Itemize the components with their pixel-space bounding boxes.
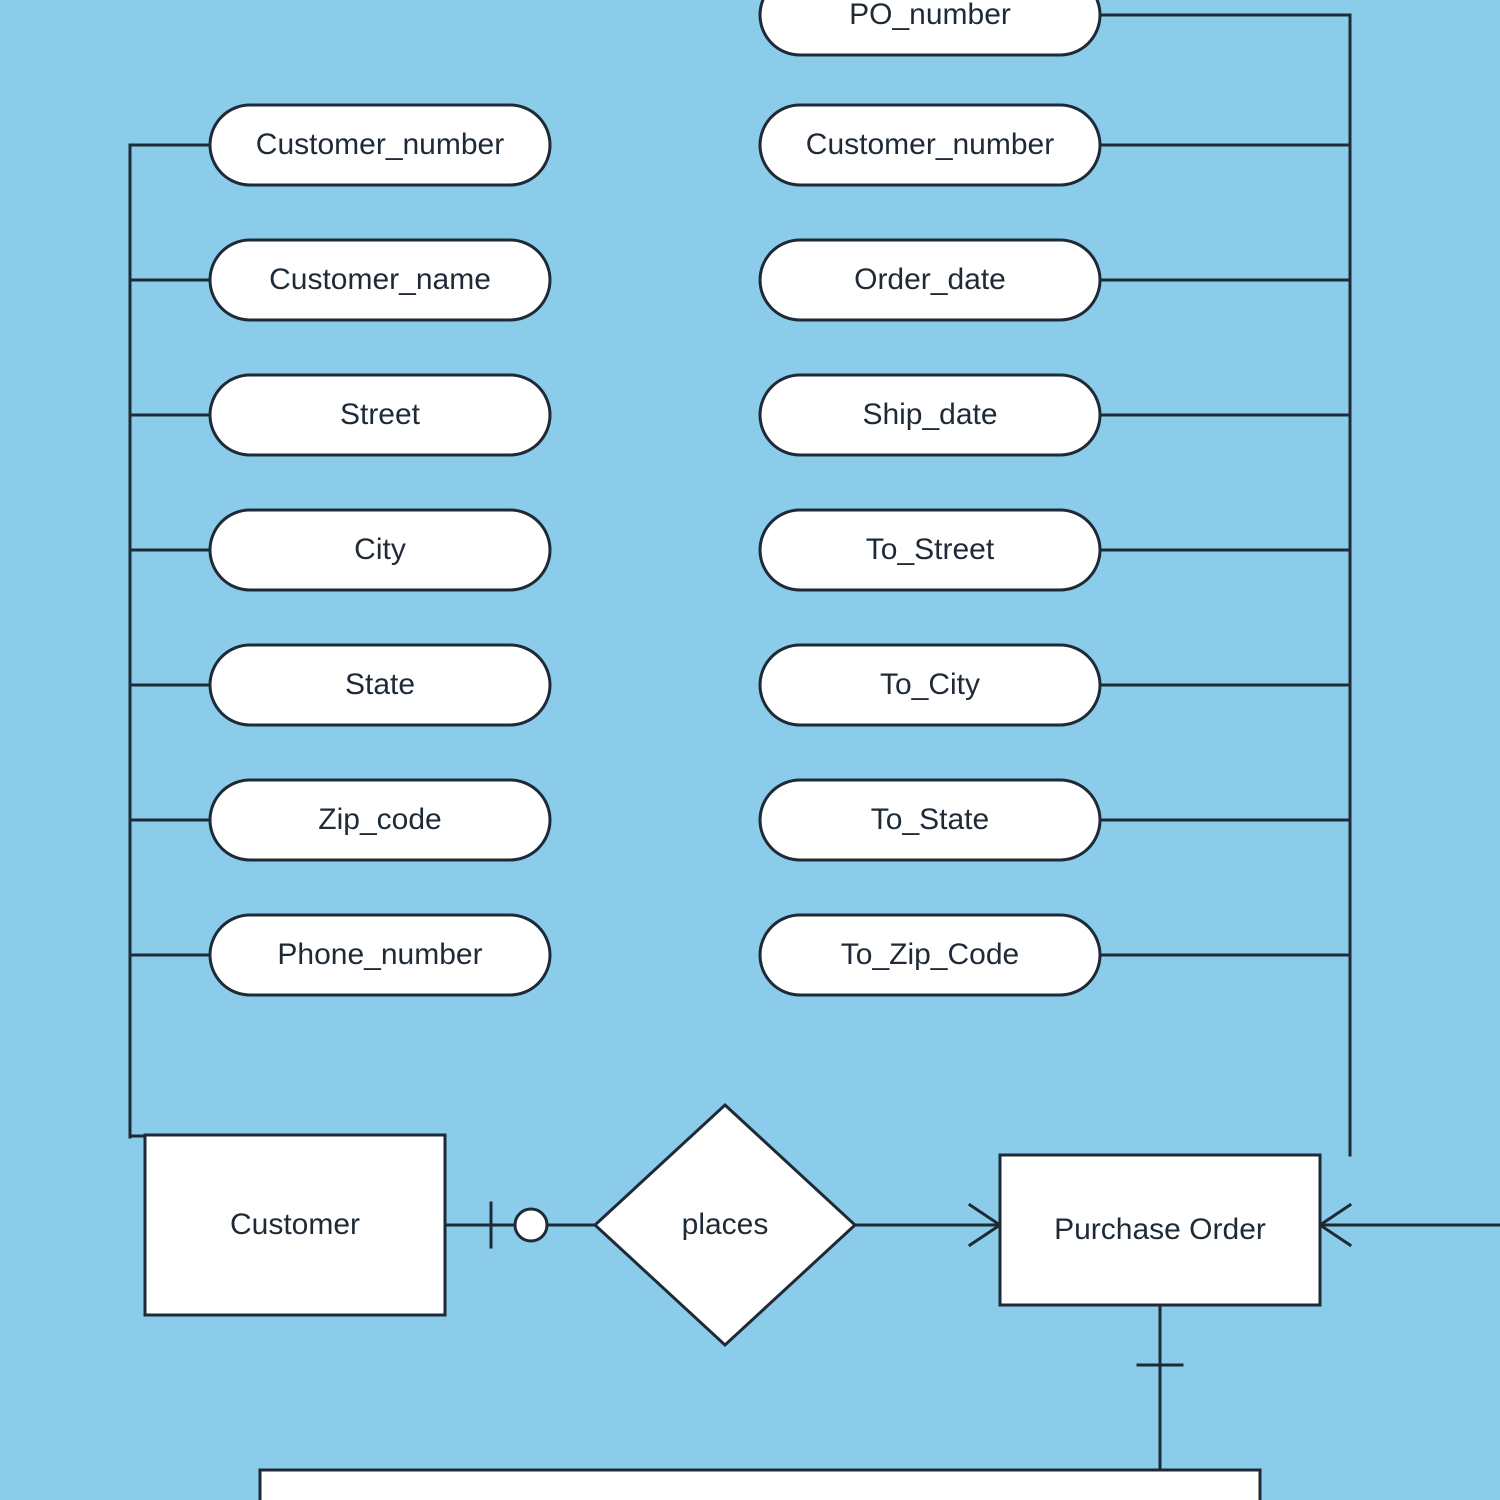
relationship-places-label: places [682, 1208, 769, 1241]
po-attr-3-label: Ship_date [862, 398, 997, 431]
entity-customer-label: Customer [230, 1208, 360, 1241]
entity-purchase-order-label: Purchase Order [1054, 1213, 1266, 1246]
customer-attr-1-label: Customer_name [269, 263, 491, 296]
customer-attr-6-label: Phone_number [277, 938, 482, 971]
cardinality-zero-icon [515, 1209, 547, 1241]
customer-attr-0-label: Customer_number [256, 128, 504, 161]
po-attr-7-label: To_Zip_Code [841, 938, 1019, 971]
po-attr-0-label: PO_number [849, 0, 1011, 31]
po-attr-2-label: Order_date [854, 263, 1006, 296]
customer-attr-5-label: Zip_code [318, 803, 441, 836]
po-attr-6-label: To_State [871, 803, 989, 836]
po-attr-5-label: To_City [880, 668, 980, 701]
customer-attr-2-label: Street [340, 398, 421, 431]
po-attr-1-label: Customer_number [806, 128, 1054, 161]
po-attr-4-label: To_Street [866, 533, 995, 566]
customer-attr-3-label: City [354, 533, 406, 566]
nodes-layer: Customer_number Customer_name Street City St… [145, 0, 1320, 1500]
customer-attr-4-label: State [345, 668, 415, 701]
entity-partial-bottom [260, 1470, 1260, 1500]
er-diagram: Customer_number Customer_name Street City St… [0, 0, 1500, 1500]
